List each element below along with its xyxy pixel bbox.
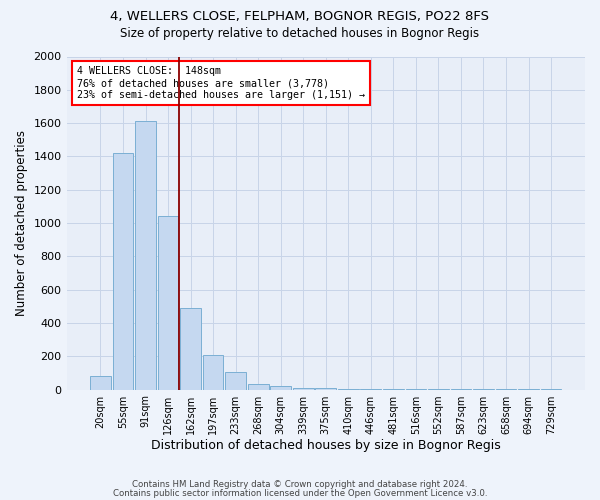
- Text: 4, WELLERS CLOSE, FELPHAM, BOGNOR REGIS, PO22 8FS: 4, WELLERS CLOSE, FELPHAM, BOGNOR REGIS,…: [110, 10, 490, 23]
- Bar: [293, 388, 314, 390]
- Text: Contains public sector information licensed under the Open Government Licence v3: Contains public sector information licen…: [113, 488, 487, 498]
- Bar: [135, 122, 156, 390]
- Bar: [248, 384, 269, 390]
- Bar: [90, 376, 111, 390]
- X-axis label: Distribution of detached houses by size in Bognor Regis: Distribution of detached houses by size …: [151, 440, 500, 452]
- Bar: [271, 386, 291, 390]
- Bar: [316, 388, 336, 390]
- Text: Contains HM Land Registry data © Crown copyright and database right 2024.: Contains HM Land Registry data © Crown c…: [132, 480, 468, 489]
- Bar: [383, 389, 404, 390]
- Bar: [113, 153, 133, 390]
- Bar: [518, 389, 539, 390]
- Bar: [361, 389, 381, 390]
- Bar: [203, 356, 223, 390]
- Text: Size of property relative to detached houses in Bognor Regis: Size of property relative to detached ho…: [121, 28, 479, 40]
- Bar: [338, 389, 359, 390]
- Bar: [496, 389, 517, 390]
- Bar: [428, 389, 449, 390]
- Y-axis label: Number of detached properties: Number of detached properties: [15, 130, 28, 316]
- Bar: [225, 372, 246, 390]
- Bar: [451, 389, 472, 390]
- Bar: [541, 389, 562, 390]
- Bar: [158, 216, 178, 390]
- Text: 4 WELLERS CLOSE:  148sqm
76% of detached houses are smaller (3,778)
23% of semi-: 4 WELLERS CLOSE: 148sqm 76% of detached …: [77, 66, 365, 100]
- Bar: [180, 308, 201, 390]
- Bar: [473, 389, 494, 390]
- Bar: [406, 389, 426, 390]
